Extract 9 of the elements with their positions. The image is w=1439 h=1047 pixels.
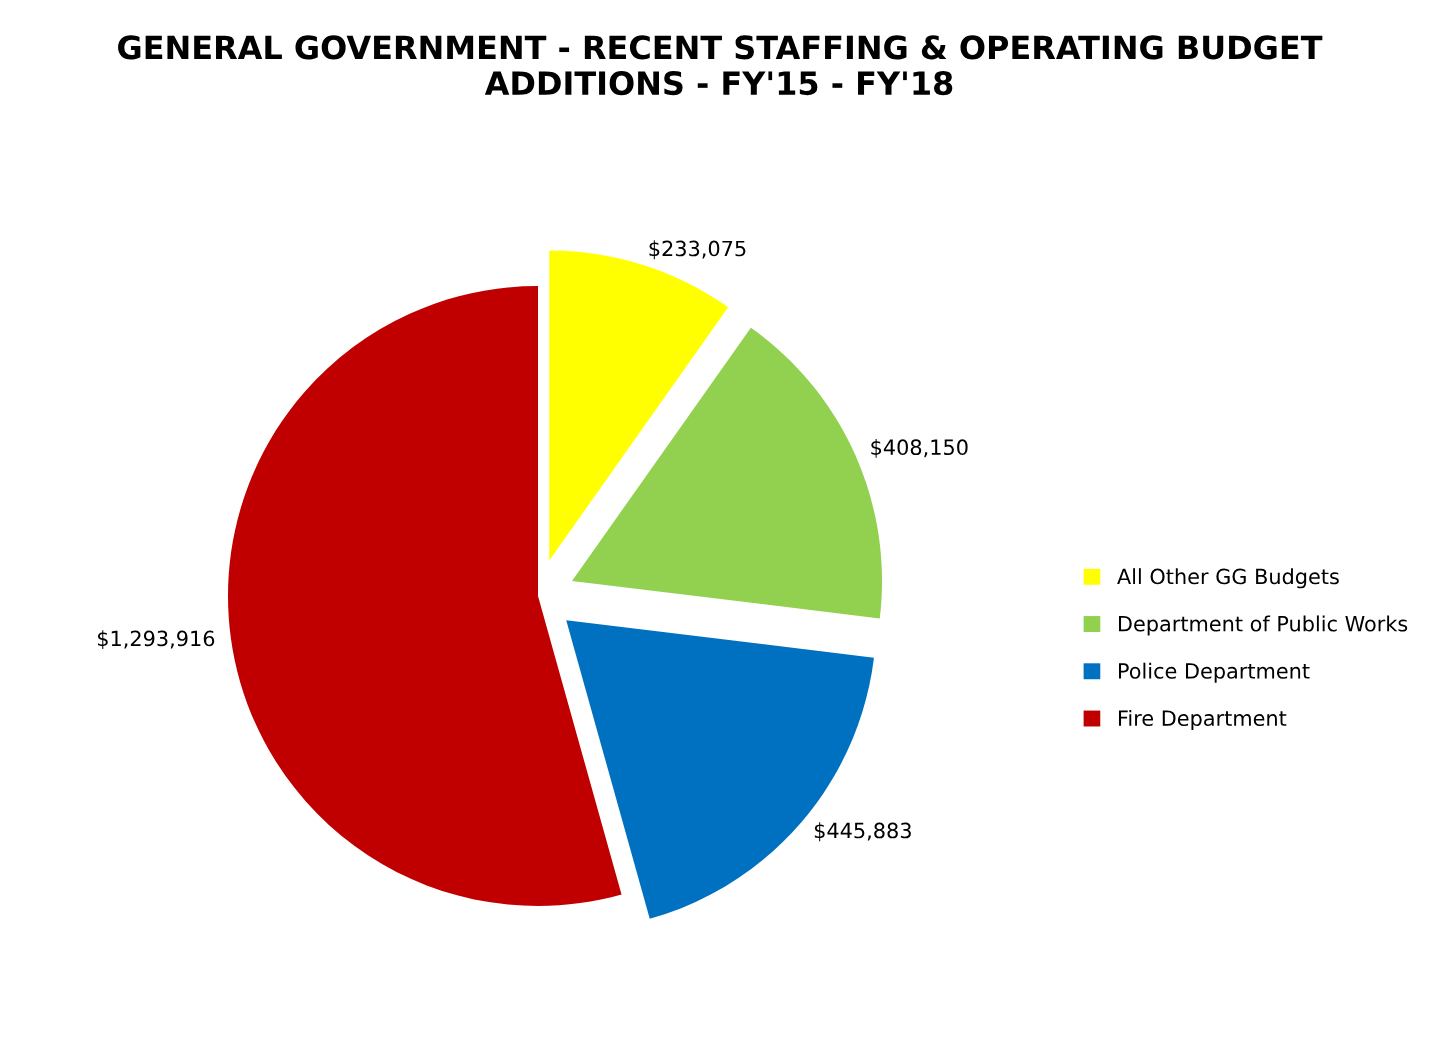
data-label: $445,883 (814, 822, 911, 842)
legend-label: Department of Public Works (1118, 615, 1408, 636)
legend-label: Fire Department (1118, 709, 1287, 731)
data-label: $1,293,916 (97, 630, 215, 650)
data-label: $408,150 (871, 438, 968, 458)
legend-label: Police Department (1118, 662, 1310, 683)
chart-title: GENERAL GOVERNMENT - RECENT STAFFING & OPERATING BUDGET ADDITIONS - FY'15 - FY'18 (118, 35, 1323, 96)
legend-label: All Other GG Budgets (1117, 568, 1339, 589)
data-label: $233,075 (649, 240, 746, 260)
